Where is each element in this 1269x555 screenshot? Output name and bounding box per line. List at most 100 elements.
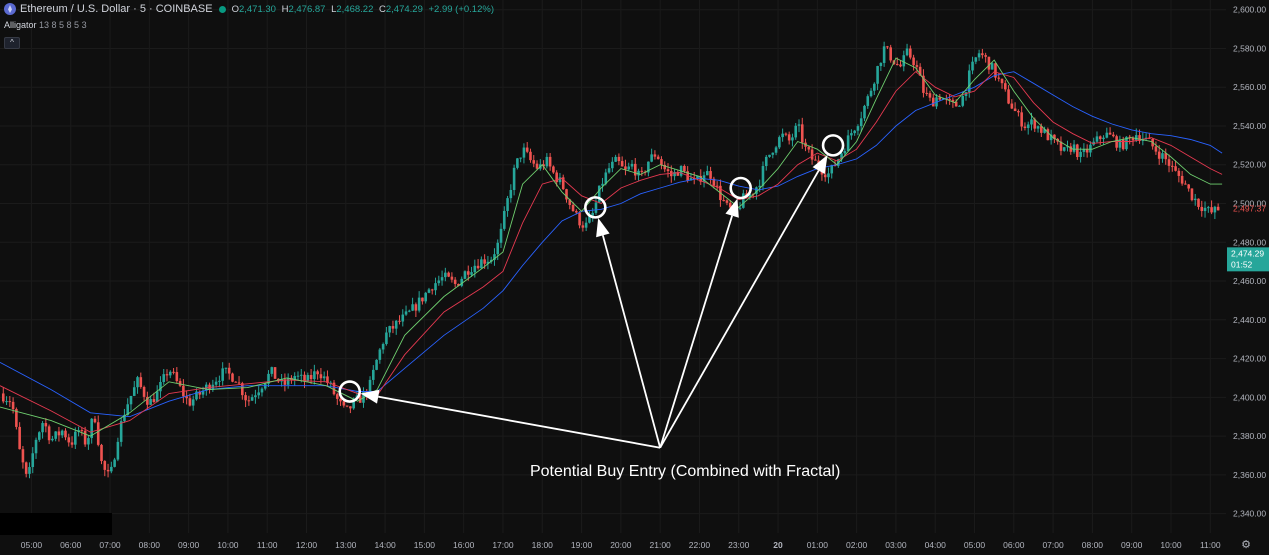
candle-body [997,77,1001,79]
price-tick-label: 2,460.00 [1233,276,1266,286]
candle-body [774,147,778,153]
candle-body [453,279,457,284]
candle-body [725,200,729,203]
candle-body [57,431,61,436]
candle-body [1003,83,1007,90]
time-tick-label: 09:00 [178,540,200,550]
candle-body [532,160,536,164]
symbol-title[interactable]: Ethereum / U.S. Dollar · 5 · COINBASE [20,3,213,15]
candle-body [221,368,224,381]
candle-body [64,430,67,438]
candle-body [1046,129,1050,141]
candle-body [856,126,860,131]
candle-body [1134,135,1138,141]
candle-body [227,367,231,374]
candle-body [912,57,915,66]
candle-body [1112,134,1115,137]
candle-body [758,185,762,188]
candle-body [814,159,817,161]
candle-body [778,137,781,148]
candle-body [388,326,391,333]
candle-body [755,187,758,194]
candle-body [486,261,490,264]
candle-body [31,453,35,468]
candle-body [990,63,994,70]
candle-body [87,438,90,445]
candle-body [18,426,21,450]
candle-body [352,398,355,409]
candle-body [74,431,77,445]
candle-body [293,376,297,381]
candle-body [60,430,64,436]
candle-body [525,147,529,152]
candle-body [764,156,768,167]
candle-body [51,438,54,441]
indicator-name: Alligator [4,20,37,30]
arrow-shaft [659,170,820,449]
candle-body [421,297,424,302]
candle-body [1053,134,1056,139]
candle-body [1010,103,1014,109]
candle-body [627,166,631,170]
candle-body [663,164,667,170]
candle-body [299,374,303,376]
time-tick-label: 06:00 [60,540,82,550]
annotation-arrows [360,154,828,449]
candle-body [604,172,608,184]
alligator-lips-line [0,57,1223,437]
candle-body [168,371,172,376]
price-axis[interactable]: 2,340.00 2,360.00 2,380.00 2,400.00 2,420.00… [1227,5,1269,519]
candle-body [617,156,621,162]
indicator-params: 13 8 5 8 5 3 [39,20,87,30]
gear-icon[interactable]: ⚙ [1241,539,1251,551]
candle-body [430,289,434,291]
candle-body [827,173,830,178]
candle-body [882,46,886,63]
candle-body [597,185,601,203]
candle-body [286,377,290,385]
collapse-legend-button[interactable]: ^ [4,37,20,49]
candle-body [414,304,418,311]
candle-body [437,280,441,284]
candle-body [146,396,149,405]
candle-body [915,65,919,67]
candle-body [624,166,627,170]
candle-body [44,423,48,427]
candle-body [771,152,775,155]
candle-body [1203,207,1207,212]
arrow-head [596,218,610,238]
time-tick-label: 08:00 [1082,540,1104,550]
candle-body [113,459,116,467]
candle-body [1066,146,1069,148]
candle-body [460,278,464,286]
candle-body [339,398,342,402]
candle-body [607,168,611,173]
open-value: 2,471.30 [238,3,276,15]
candle-body [218,380,221,382]
candle-body [928,93,932,98]
time-tick-label: 05:00 [21,540,43,550]
candle-body [139,377,143,387]
ethereum-icon [4,3,16,15]
candle-body [578,212,581,226]
candle-body [165,374,169,376]
indicator-legend[interactable]: Alligator 13 8 5 8 5 3 [4,20,87,30]
price-tick-label: 2,400.00 [1233,392,1266,402]
time-axis[interactable]: 05:00 06:00 07:00 08:00 09:00 10:00 11:00 12:00… [21,540,1221,550]
candle-body [1115,136,1118,148]
candle-body [70,442,74,445]
candle-body [1033,119,1037,129]
time-tick-label: 21:00 [650,540,672,550]
candle-body [1213,206,1217,213]
candle-body [372,369,375,380]
candle-body [67,437,71,443]
candle-body [342,401,346,406]
candle-body [306,375,310,382]
candle-body [273,367,277,379]
time-tick-label: 10:00 [217,540,239,550]
candle-body [1023,126,1027,129]
candle-body [905,48,909,56]
candle-body [571,204,575,212]
time-tick-label: 11:00 [257,540,278,550]
